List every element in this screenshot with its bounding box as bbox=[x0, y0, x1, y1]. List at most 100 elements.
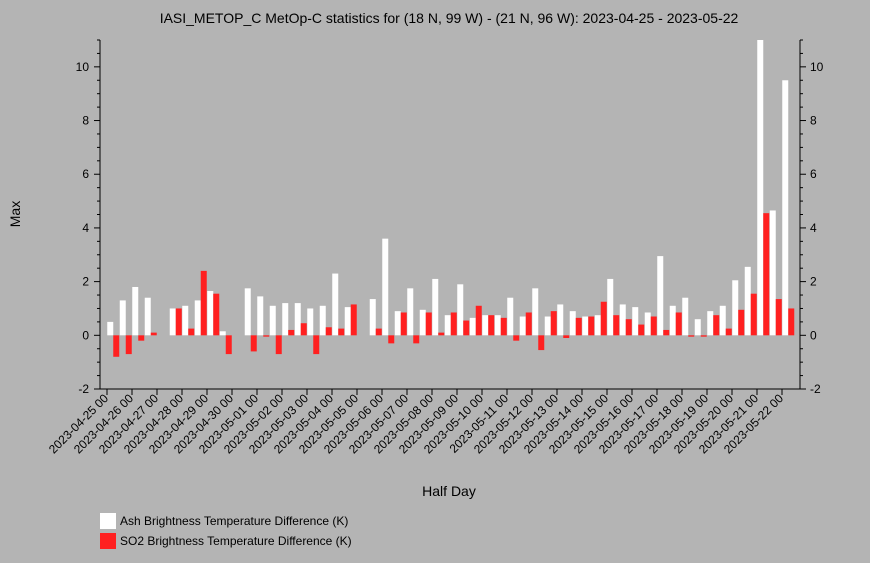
bar-so2 bbox=[250, 335, 257, 352]
bar-ash bbox=[507, 297, 514, 336]
bar-ash bbox=[307, 308, 314, 336]
bar-so2 bbox=[388, 335, 395, 344]
legend-item-so2: SO2 Brightness Temperature Difference (K… bbox=[100, 532, 352, 550]
bar-so2 bbox=[500, 317, 507, 336]
bar-ash bbox=[244, 288, 251, 336]
bar-so2 bbox=[125, 335, 132, 355]
y-tick-label-right: 8 bbox=[810, 114, 817, 128]
bar-so2 bbox=[413, 335, 420, 344]
bar-ash bbox=[719, 305, 726, 336]
bar-so2 bbox=[425, 312, 432, 336]
y-tick-label-left: 2 bbox=[82, 275, 89, 289]
y-tick-label-left: 8 bbox=[82, 114, 89, 128]
y-tick-label-left: 4 bbox=[82, 221, 89, 235]
bar-ash bbox=[369, 299, 376, 336]
bar-so2 bbox=[600, 301, 607, 336]
bar-ash bbox=[407, 288, 414, 336]
y-tick-label-left: -2 bbox=[78, 382, 89, 396]
bar-ash bbox=[444, 315, 451, 336]
bar-ash bbox=[169, 308, 176, 336]
bar-ash bbox=[669, 305, 676, 336]
bar-so2 bbox=[700, 335, 707, 337]
bar-so2 bbox=[538, 335, 545, 351]
bar-so2 bbox=[713, 315, 720, 336]
y-tick-label-right: 6 bbox=[810, 167, 817, 181]
y-tick-label-left: 6 bbox=[82, 167, 89, 181]
bar-so2 bbox=[613, 315, 620, 336]
bar-so2 bbox=[200, 270, 207, 336]
y-tick-label-right: -2 bbox=[810, 382, 821, 396]
bar-ash bbox=[469, 317, 476, 336]
bar-ash bbox=[694, 319, 701, 336]
bar-so2 bbox=[450, 312, 457, 336]
bar-ash bbox=[757, 40, 764, 336]
y-tick-label-right: 10 bbox=[810, 60, 824, 74]
bar-so2 bbox=[263, 335, 270, 337]
bar-so2 bbox=[575, 317, 582, 336]
chart-title: IASI_METOP_C MetOp-C statistics for (18 … bbox=[160, 10, 739, 26]
bar-so2 bbox=[550, 311, 557, 336]
bar-so2 bbox=[638, 324, 645, 336]
bar-ash bbox=[594, 315, 601, 336]
y-tick-label-right: 2 bbox=[810, 275, 817, 289]
bar-so2 bbox=[113, 335, 120, 357]
legend-label-so2: SO2 Brightness Temperature Difference (K… bbox=[120, 534, 352, 548]
bar-ash bbox=[394, 311, 401, 336]
legend: Ash Brightness Temperature Difference (K… bbox=[100, 512, 352, 552]
bar-so2 bbox=[300, 323, 307, 336]
bar-ash bbox=[769, 210, 776, 336]
bar-so2 bbox=[375, 328, 382, 336]
y-tick-label-right: 4 bbox=[810, 221, 817, 235]
bar-so2 bbox=[275, 335, 282, 355]
bar-so2 bbox=[313, 335, 320, 355]
bar-so2 bbox=[738, 309, 745, 336]
bar-ash bbox=[644, 312, 651, 336]
legend-item-ash: Ash Brightness Temperature Difference (K… bbox=[100, 512, 352, 530]
legend-swatch-so2 bbox=[100, 533, 116, 549]
bar-so2 bbox=[650, 316, 657, 336]
bar-ash bbox=[744, 266, 751, 336]
bar-ash bbox=[144, 297, 151, 336]
bar-ash bbox=[619, 304, 626, 336]
bar-ash bbox=[519, 316, 526, 336]
x-axis-label: Half Day bbox=[422, 483, 476, 499]
bar-ash bbox=[569, 311, 576, 336]
bar-so2 bbox=[688, 335, 695, 337]
bar-so2 bbox=[475, 305, 482, 336]
bar-ash bbox=[419, 309, 426, 336]
bar-ash bbox=[707, 311, 714, 336]
bar-ash bbox=[269, 305, 276, 336]
bar-ash bbox=[782, 80, 789, 336]
bar-ash bbox=[532, 288, 539, 336]
bar-ash bbox=[282, 303, 289, 336]
bar-so2 bbox=[750, 293, 757, 336]
bar-ash bbox=[432, 278, 439, 336]
bar-ash bbox=[682, 297, 689, 336]
bar-so2 bbox=[488, 315, 495, 336]
bar-ash bbox=[344, 307, 351, 336]
bar-so2 bbox=[138, 335, 145, 341]
bar-so2 bbox=[675, 312, 682, 336]
bar-so2 bbox=[325, 327, 332, 336]
bar-so2 bbox=[588, 316, 595, 336]
bar-ash bbox=[257, 296, 264, 336]
bar-ash bbox=[332, 273, 339, 336]
bar-so2 bbox=[225, 335, 232, 355]
bar-so2 bbox=[188, 328, 195, 336]
y-tick-label-left: 0 bbox=[82, 328, 89, 342]
bar-so2 bbox=[463, 320, 470, 336]
bar-so2 bbox=[788, 308, 795, 336]
bar-ash bbox=[632, 307, 639, 336]
bar-ash bbox=[732, 280, 739, 336]
bar-so2 bbox=[725, 328, 732, 336]
bar-so2 bbox=[763, 213, 770, 336]
bar-so2 bbox=[288, 329, 295, 336]
bar-ash bbox=[657, 256, 664, 336]
bar-ash bbox=[607, 278, 614, 336]
bar-ash bbox=[482, 315, 489, 336]
bar-so2 bbox=[513, 335, 520, 341]
bar-ash bbox=[582, 316, 589, 336]
bar-so2 bbox=[213, 293, 220, 336]
